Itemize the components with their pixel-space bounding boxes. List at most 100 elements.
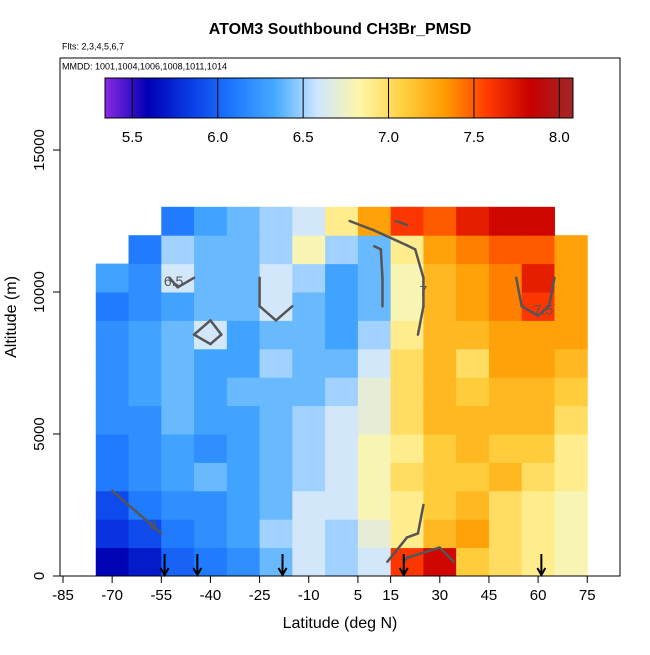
- heat-cell: [423, 206, 457, 236]
- colorbar-tick-label: 7.5: [464, 129, 485, 146]
- heat-cell: [292, 462, 326, 492]
- y-tick-label: 10000: [31, 271, 48, 313]
- heat-cell: [488, 434, 523, 463]
- contour-line: [192, 333, 212, 346]
- contour-label: 6.5: [164, 273, 184, 289]
- heat-cell: [423, 434, 457, 463]
- heat-cell: [521, 547, 555, 577]
- subtitle: Flts: 2,3,4,5,6,7: [62, 41, 124, 51]
- annotation: MMDD: 1001,1004,1006,1008,1011,1014: [62, 61, 227, 71]
- heat-cell: [521, 462, 555, 492]
- heat-cell: [423, 519, 457, 549]
- heat-cell: [259, 405, 293, 435]
- profile-marker: [277, 554, 288, 578]
- heat-cell: [357, 263, 392, 293]
- heat-cell: [95, 263, 130, 293]
- heat-cell: [259, 490, 293, 520]
- heat-cell: [226, 547, 261, 577]
- heat-cell: [390, 263, 424, 293]
- heat-cell: [128, 405, 162, 435]
- heat-cell: [161, 292, 195, 321]
- heat-cell: [325, 434, 359, 463]
- heat-cell: [161, 206, 195, 236]
- contour-line: [520, 304, 540, 317]
- heat-cell: [259, 434, 293, 463]
- x-tick-label: -40: [200, 587, 222, 604]
- heat-cell: [194, 263, 228, 293]
- heat-cell: [128, 320, 162, 350]
- heat-cell: [488, 206, 523, 236]
- heat-cell: [521, 206, 555, 236]
- colorbar-tick-label: 8.0: [549, 129, 570, 146]
- heat-cell: [259, 519, 293, 549]
- heat-cell: [95, 462, 130, 492]
- heat-cell: [161, 405, 195, 435]
- heat-cell: [161, 434, 195, 463]
- heat-cell: [488, 519, 523, 549]
- heat-cell: [95, 292, 130, 321]
- heat-cell: [259, 320, 293, 350]
- contour-line: [394, 219, 409, 227]
- heat-cell: [226, 434, 261, 463]
- heat-cell: [128, 462, 162, 492]
- heat-cell: [259, 292, 293, 321]
- heat-cell: [456, 547, 490, 577]
- contour-line: [127, 503, 147, 521]
- heat-cell: [325, 547, 359, 577]
- heat-cell: [554, 462, 588, 492]
- heat-cell: [95, 377, 130, 407]
- heat-cell: [456, 263, 490, 293]
- heat-cell: [259, 377, 293, 407]
- contour-line: [258, 304, 278, 322]
- heat-cell: [259, 547, 293, 577]
- contour-line: [168, 276, 179, 289]
- heat-cell: [194, 206, 228, 236]
- heat-cell: [259, 462, 293, 492]
- contour-line: [405, 546, 442, 559]
- contour-line: [536, 304, 551, 317]
- heat-cell: [423, 490, 457, 520]
- heat-cell: [128, 547, 162, 577]
- heat-cell: [95, 405, 130, 435]
- heat-cell: [325, 235, 359, 265]
- heat-cell: [128, 490, 162, 520]
- heat-cell: [521, 348, 555, 378]
- x-tick-label: 30: [431, 587, 448, 604]
- heat-cell: [554, 263, 588, 293]
- heat-cell: [423, 348, 457, 378]
- x-tick-label: 15: [382, 587, 399, 604]
- x-tick-label: -85: [52, 587, 74, 604]
- colorbar-tick-label: 5.5: [122, 129, 143, 146]
- profile-marker: [192, 554, 203, 578]
- heat-cell: [226, 348, 261, 378]
- heat-cell: [161, 348, 195, 378]
- heat-cell: [357, 434, 392, 463]
- contour-line: [373, 229, 409, 247]
- heat-cell: [292, 292, 326, 321]
- heat-cell: [259, 235, 293, 265]
- heat-cell: [488, 235, 523, 265]
- contour-line: [348, 219, 376, 232]
- contour-line: [209, 333, 223, 346]
- heat-cell: [456, 292, 490, 321]
- heat-cell: [161, 519, 195, 549]
- heat-cell: [95, 434, 130, 463]
- heat-cell: [357, 320, 392, 350]
- heat-cell: [161, 462, 195, 492]
- contour-line: [413, 248, 425, 280]
- heat-cell: [357, 547, 392, 577]
- heat-cell: [194, 462, 228, 492]
- heat-cell: [423, 235, 457, 265]
- heat-cell: [292, 235, 326, 265]
- heat-cell: [521, 519, 555, 549]
- contour-line: [110, 489, 130, 507]
- heat-cell: [292, 405, 326, 435]
- heat-cell: [521, 263, 555, 293]
- heat-cell: [357, 348, 392, 378]
- heat-cell: [423, 320, 457, 350]
- y-tick-label: 15000: [31, 129, 48, 171]
- heat-cell: [554, 519, 588, 549]
- heat-cell: [161, 320, 195, 350]
- heat-cell: [95, 490, 130, 520]
